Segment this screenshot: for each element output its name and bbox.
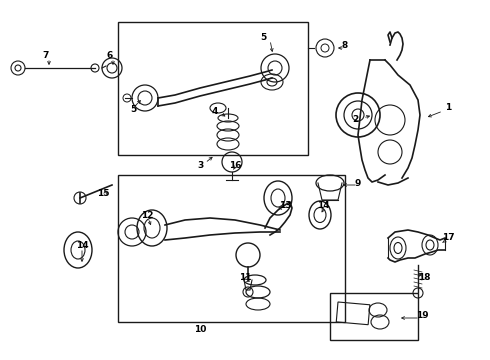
Text: 1: 1 (445, 104, 451, 112)
Bar (330, 293, 418, 340)
Text: 3: 3 (197, 161, 203, 170)
Text: 16: 16 (229, 161, 241, 170)
Text: 2: 2 (352, 116, 358, 125)
Text: 11: 11 (239, 274, 251, 283)
Text: 9: 9 (355, 179, 361, 188)
Text: 18: 18 (418, 274, 430, 283)
Text: 14: 14 (317, 201, 329, 210)
Text: 7: 7 (43, 50, 49, 59)
Text: 5: 5 (130, 105, 136, 114)
Text: 13: 13 (279, 201, 291, 210)
Text: 17: 17 (441, 234, 454, 243)
Text: 15: 15 (97, 189, 109, 198)
Bar (118, 175, 345, 322)
Text: 12: 12 (141, 211, 153, 220)
Text: 4: 4 (212, 108, 218, 117)
Bar (118, 22, 308, 155)
Text: 8: 8 (342, 40, 348, 49)
Text: 14: 14 (75, 240, 88, 249)
Text: 10: 10 (194, 325, 206, 334)
Text: 5: 5 (260, 33, 266, 42)
Text: 6: 6 (107, 50, 113, 59)
Text: 19: 19 (416, 310, 428, 320)
Bar (336, 302, 370, 325)
